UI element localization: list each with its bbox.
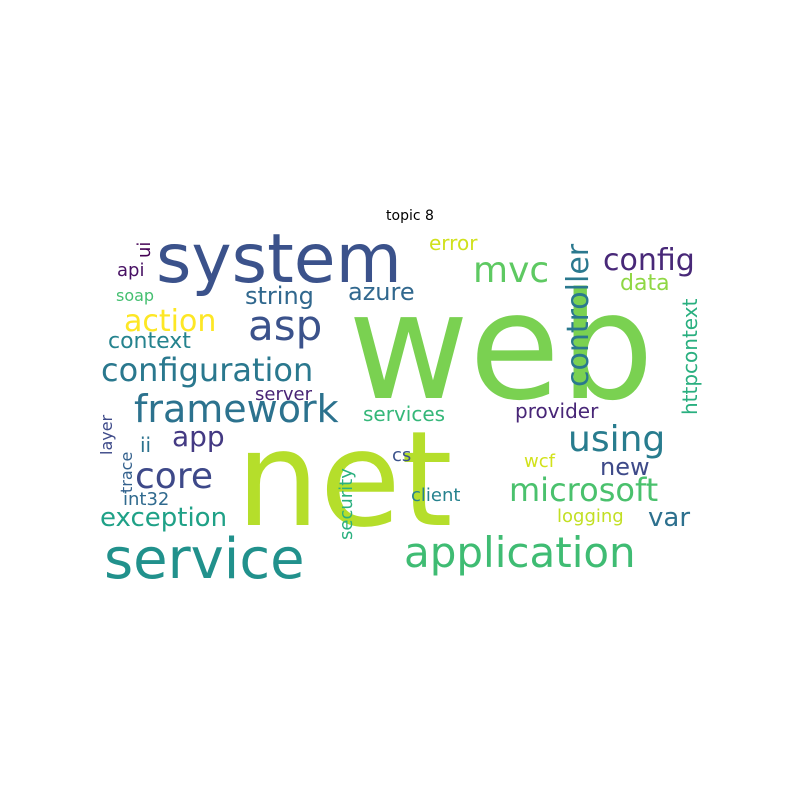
word-data: data bbox=[620, 271, 670, 296]
word-var: var bbox=[648, 503, 690, 533]
word-new: new bbox=[600, 453, 650, 481]
word-trace: trace bbox=[117, 452, 136, 493]
word-cs: cs bbox=[392, 445, 411, 466]
word-azure: azure bbox=[348, 278, 415, 306]
word-application: application bbox=[404, 528, 636, 577]
word-ui: ui bbox=[134, 242, 155, 258]
word-api: api bbox=[117, 260, 144, 281]
word-wcf: wcf bbox=[524, 451, 556, 472]
word-string: string bbox=[245, 282, 314, 310]
word-exception: exception bbox=[100, 503, 227, 533]
word-httpcontext: httpcontext bbox=[678, 298, 702, 415]
word-soap: soap bbox=[116, 286, 154, 305]
word-microsoft: microsoft bbox=[509, 471, 658, 509]
word-using: using bbox=[568, 419, 665, 460]
word-service: service bbox=[104, 527, 305, 592]
word-controller: controller bbox=[561, 243, 596, 387]
word-server: server bbox=[255, 384, 313, 405]
word-app: app bbox=[172, 420, 225, 453]
word-context: context bbox=[108, 329, 191, 354]
word-system: system bbox=[156, 220, 402, 299]
cloud-title: topic 8 bbox=[386, 208, 434, 224]
word-configuration: configuration bbox=[101, 351, 313, 389]
word-services: services bbox=[363, 402, 445, 426]
word-layer: layer bbox=[97, 414, 116, 455]
word-config: config bbox=[603, 243, 695, 278]
word-provider: provider bbox=[515, 399, 599, 423]
word-security: security bbox=[336, 468, 357, 540]
word-web: web bbox=[348, 261, 654, 433]
word-mvc: mvc bbox=[473, 250, 549, 291]
word-net: net bbox=[236, 403, 453, 557]
word-asp: asp bbox=[248, 301, 322, 350]
word-error: error bbox=[429, 231, 478, 255]
word-logging: logging bbox=[557, 506, 624, 527]
word-ii: ii bbox=[140, 433, 151, 457]
word-action: action bbox=[124, 304, 216, 339]
word-client: client bbox=[411, 485, 460, 506]
word-int32: int32 bbox=[123, 489, 169, 510]
word-framework: framework bbox=[134, 387, 339, 431]
word-core: core bbox=[135, 456, 213, 497]
